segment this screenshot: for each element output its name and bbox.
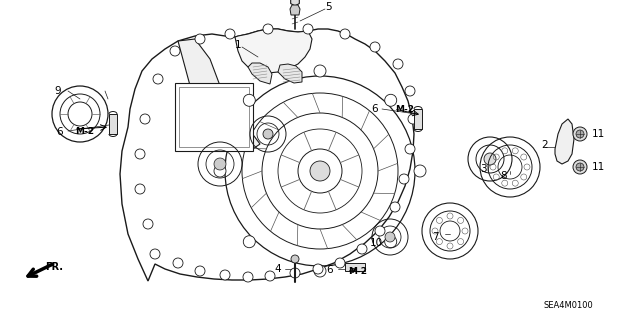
Circle shape (370, 42, 380, 52)
Circle shape (340, 29, 350, 39)
Circle shape (150, 249, 160, 259)
Circle shape (290, 268, 300, 278)
Circle shape (335, 258, 345, 268)
Bar (175, 83, 253, 151)
Circle shape (357, 244, 367, 254)
Polygon shape (278, 64, 302, 83)
Circle shape (135, 184, 145, 194)
Polygon shape (195, 99, 260, 151)
Circle shape (265, 271, 275, 281)
Circle shape (173, 258, 183, 268)
Circle shape (243, 272, 253, 282)
Bar (179, 87, 249, 147)
Text: 6: 6 (326, 265, 333, 275)
Circle shape (140, 114, 150, 124)
Text: 1: 1 (235, 40, 241, 50)
Circle shape (573, 127, 587, 141)
Text: 5: 5 (324, 2, 332, 12)
Circle shape (195, 34, 205, 44)
Circle shape (313, 264, 323, 274)
Circle shape (414, 165, 426, 177)
Circle shape (399, 174, 409, 184)
Text: 4: 4 (275, 264, 282, 274)
Text: M-2: M-2 (348, 266, 367, 276)
Text: 6: 6 (57, 127, 63, 137)
Polygon shape (414, 109, 422, 129)
Circle shape (153, 74, 163, 84)
Circle shape (243, 94, 255, 106)
Circle shape (405, 86, 415, 96)
Text: 7: 7 (432, 232, 438, 242)
Circle shape (310, 161, 330, 181)
Circle shape (243, 236, 255, 248)
Text: M-2: M-2 (75, 127, 94, 136)
Text: M-2: M-2 (395, 105, 414, 114)
Text: 10: 10 (369, 238, 383, 248)
Circle shape (385, 232, 395, 242)
Polygon shape (235, 29, 312, 73)
Text: 6: 6 (372, 104, 378, 114)
Text: 11: 11 (591, 162, 605, 172)
Circle shape (385, 94, 397, 106)
Circle shape (408, 114, 418, 124)
Text: 9: 9 (54, 86, 61, 96)
Circle shape (303, 24, 313, 34)
Text: FR.: FR. (45, 262, 63, 272)
Polygon shape (248, 63, 272, 84)
Text: 11: 11 (591, 129, 605, 139)
Circle shape (195, 266, 205, 276)
Circle shape (385, 236, 397, 248)
Text: 8: 8 (500, 171, 508, 181)
Circle shape (576, 163, 584, 171)
Circle shape (263, 24, 273, 34)
Circle shape (263, 129, 273, 139)
Text: SEA4M0100: SEA4M0100 (543, 301, 593, 310)
Circle shape (390, 202, 400, 212)
Circle shape (225, 29, 235, 39)
Circle shape (170, 46, 180, 56)
Circle shape (576, 130, 584, 138)
Circle shape (314, 65, 326, 77)
Circle shape (393, 59, 403, 69)
Circle shape (484, 153, 496, 165)
Circle shape (573, 160, 587, 174)
Polygon shape (120, 29, 414, 281)
Polygon shape (555, 119, 574, 164)
Text: 3: 3 (480, 164, 486, 174)
Circle shape (314, 265, 326, 277)
Polygon shape (290, 5, 300, 15)
Polygon shape (109, 114, 117, 134)
Circle shape (214, 158, 226, 170)
Circle shape (220, 270, 230, 280)
Circle shape (143, 219, 153, 229)
Polygon shape (178, 39, 232, 134)
Circle shape (135, 149, 145, 159)
Circle shape (405, 144, 415, 154)
Circle shape (214, 165, 226, 177)
Circle shape (291, 255, 299, 263)
Circle shape (375, 226, 385, 236)
Polygon shape (291, 0, 300, 6)
Text: 2: 2 (541, 140, 548, 150)
Polygon shape (345, 263, 365, 271)
